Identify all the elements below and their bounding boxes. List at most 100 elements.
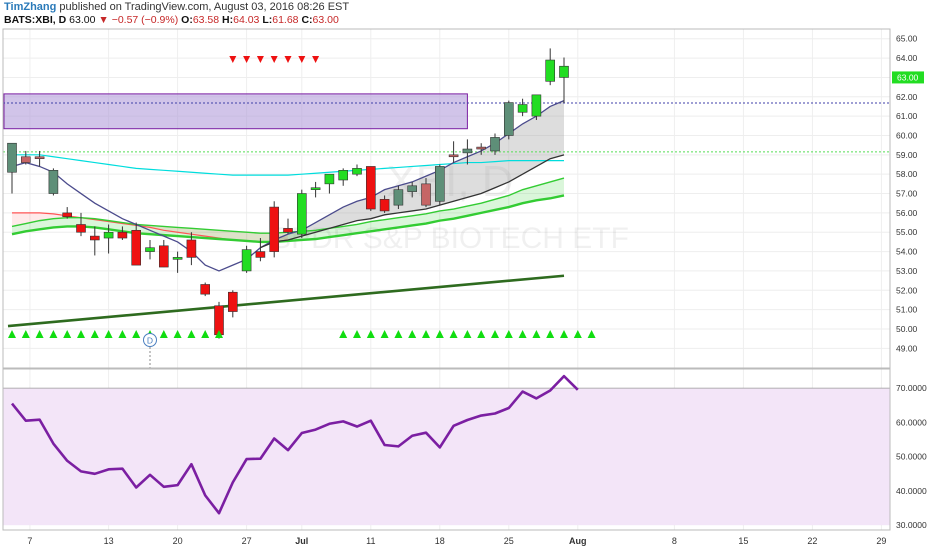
candle-body — [393, 189, 404, 206]
low-label: L: — [262, 14, 273, 26]
signal-markers: D — [8, 56, 596, 368]
candle[interactable] — [172, 251, 183, 273]
candle[interactable] — [310, 181, 321, 198]
candle[interactable] — [76, 212, 86, 237]
candle-body — [20, 156, 31, 163]
candle[interactable] — [228, 290, 238, 318]
open-label: O: — [181, 14, 193, 26]
trend-line[interactable] — [7, 274, 565, 328]
buy-triangle-icon — [353, 330, 361, 338]
buy-triangle-icon — [366, 330, 375, 338]
time-axis: 7 13 20 27 Jul 11 18 25 Aug 8 15 22 29 — [27, 536, 886, 546]
candle-body — [296, 193, 307, 235]
candle-body — [365, 166, 376, 210]
candle[interactable] — [338, 168, 349, 186]
candle-body — [434, 166, 445, 202]
rsi-overbought-band — [3, 388, 890, 526]
candle[interactable] — [559, 57, 569, 103]
symbol-label[interactable]: BATS:XBI, D — [4, 14, 67, 26]
candle-body — [503, 102, 514, 136]
buy-triangle-icon — [491, 330, 499, 338]
candle[interactable] — [283, 218, 293, 235]
candle-body — [531, 94, 542, 117]
candle[interactable] — [407, 181, 418, 198]
candle[interactable] — [352, 164, 362, 177]
candle[interactable] — [131, 222, 141, 266]
candle-body — [145, 247, 155, 252]
candle-body — [90, 235, 100, 241]
rsi-series-line[interactable] — [10, 374, 579, 515]
candle[interactable] — [90, 226, 100, 256]
price-tick-label: 50.00 — [896, 324, 918, 334]
candle-body — [352, 168, 362, 175]
candle[interactable] — [365, 166, 376, 211]
candle[interactable] — [421, 178, 431, 208]
candles — [7, 48, 569, 339]
buy-triangle-icon — [394, 330, 403, 338]
sell-triangle-icon — [229, 56, 237, 63]
candle[interactable] — [145, 239, 155, 260]
buy-triangle-icon — [63, 330, 72, 338]
candle[interactable] — [296, 189, 307, 239]
candle[interactable] — [186, 232, 197, 266]
close-value: 63.00 — [312, 14, 339, 26]
price-tick-label: 53.00 — [896, 266, 918, 276]
candle-body — [324, 173, 335, 185]
candle[interactable] — [324, 173, 335, 194]
low-value: 61.68 — [272, 14, 299, 26]
ma-cyan-line[interactable] — [12, 154, 564, 176]
candle[interactable] — [269, 201, 280, 258]
candle[interactable] — [517, 98, 528, 117]
candle[interactable] — [255, 238, 266, 262]
candle[interactable] — [7, 142, 17, 194]
candle[interactable] — [48, 168, 59, 196]
candle[interactable] — [159, 239, 169, 268]
candle[interactable] — [117, 226, 128, 240]
candle[interactable] — [462, 139, 473, 165]
price-tick-label: 51.00 — [896, 305, 918, 315]
candle[interactable] — [379, 195, 390, 213]
x-tick-label: 15 — [738, 536, 748, 546]
candle-body — [559, 65, 569, 78]
rsi-tick-label: 30.0000 — [896, 520, 927, 530]
buy-triangle-icon — [518, 330, 527, 338]
candle[interactable] — [490, 133, 500, 155]
buy-triangle-icon — [339, 330, 348, 338]
candle-body — [490, 137, 500, 152]
author-name[interactable]: TimZhang — [4, 1, 57, 13]
publish-header: TimZhang published on TradingView.com, A… — [4, 1, 349, 14]
price-panel-frame — [2, 28, 891, 369]
candle[interactable] — [448, 141, 459, 163]
candle[interactable] — [200, 282, 210, 297]
candle[interactable] — [503, 100, 514, 140]
sell-triangle-icon — [243, 56, 251, 63]
candle-body — [117, 231, 128, 239]
buy-triangle-icon — [35, 330, 44, 338]
x-tick-label: 8 — [672, 536, 677, 546]
candle[interactable] — [434, 164, 445, 206]
candle[interactable] — [545, 48, 556, 86]
candle[interactable] — [103, 224, 114, 254]
dividend-marker-icon[interactable] — [143, 333, 157, 347]
candle[interactable] — [476, 143, 487, 155]
ma-black-line[interactable] — [260, 154, 565, 249]
buy-triangle-icon — [187, 330, 196, 338]
band-lower-line[interactable] — [11, 194, 565, 244]
price-tick-label: 55.00 — [896, 227, 918, 237]
publish-info: published on TradingView.com, August 03,… — [59, 1, 350, 13]
resistance-box — [3, 93, 468, 130]
candle[interactable] — [393, 185, 404, 210]
candle[interactable] — [241, 245, 252, 273]
candle-body — [172, 257, 183, 260]
buy-triangle-icon — [104, 330, 113, 338]
panel-frames — [2, 28, 891, 531]
candle[interactable] — [62, 207, 73, 219]
buy-triangle-icon — [49, 330, 58, 338]
candle[interactable] — [20, 150, 31, 165]
buy-triangle-icon — [215, 330, 223, 338]
resistance-zone-box[interactable] — [3, 93, 468, 130]
candle[interactable] — [34, 150, 45, 167]
candle-body — [462, 148, 473, 154]
candle[interactable] — [531, 94, 542, 121]
